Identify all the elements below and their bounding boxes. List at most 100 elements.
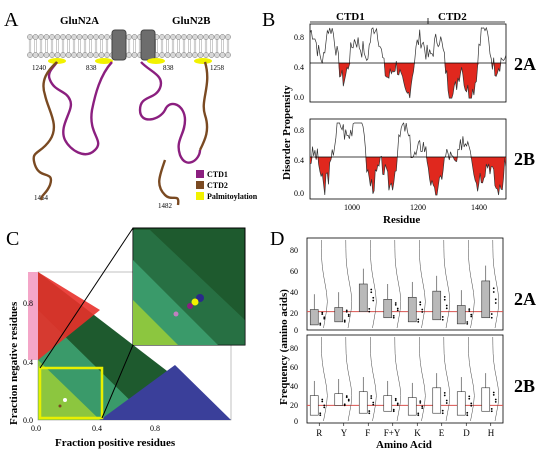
data-point xyxy=(445,399,448,402)
lipid-head xyxy=(60,52,66,58)
lipid-head xyxy=(43,52,50,58)
xtick: 1000 xyxy=(344,203,360,212)
region-r4-positive xyxy=(100,365,231,420)
data-point xyxy=(347,313,350,316)
ytick: 0.8 xyxy=(23,299,33,308)
lipid-head xyxy=(164,34,171,40)
data-point xyxy=(492,287,495,290)
lipid-head xyxy=(32,52,39,58)
lipid-head xyxy=(98,34,105,40)
data-point xyxy=(58,404,62,408)
density-curve xyxy=(394,336,402,422)
lipid-head xyxy=(82,34,88,40)
data-point xyxy=(419,303,422,306)
tm-helix-glun2b xyxy=(140,29,156,61)
lipid-head xyxy=(126,34,132,40)
data-point xyxy=(443,391,446,394)
data-point xyxy=(445,307,448,310)
ytick: 0.4 xyxy=(294,156,304,165)
data-point xyxy=(470,402,473,405)
panel-a-letter: A xyxy=(4,9,19,31)
disorder-fill xyxy=(310,157,506,195)
data-point xyxy=(494,398,497,401)
lipid-head xyxy=(65,52,72,58)
density-curve xyxy=(394,239,402,329)
data-point xyxy=(417,318,420,321)
data-point xyxy=(343,319,346,322)
data-point xyxy=(468,397,471,400)
inset-point-glun2a xyxy=(196,294,204,302)
ytick: 0.0 xyxy=(294,189,304,198)
data-point xyxy=(468,310,471,312)
data-point xyxy=(492,393,495,396)
panel-c: C 0.8 0.4 0.0 xyxy=(6,227,246,449)
data-point xyxy=(445,402,448,404)
lipid-head xyxy=(159,52,165,58)
lipid-head xyxy=(159,34,165,40)
box-Y xyxy=(334,393,344,406)
box-F+Y xyxy=(383,395,393,412)
lipid-head xyxy=(27,52,33,58)
box-R xyxy=(309,309,319,326)
ytick: 60 xyxy=(290,267,298,276)
density-curve xyxy=(321,336,328,422)
region-r1 xyxy=(38,360,100,420)
data-point xyxy=(419,301,422,304)
lipid-bilayer xyxy=(27,34,231,58)
xtick: 0.0 xyxy=(31,424,41,433)
lipid-head xyxy=(93,52,99,58)
data-point xyxy=(443,394,446,397)
data-point xyxy=(347,398,350,401)
panel-a: A GluN2A GluN2B 1240 838 838 1258 1464 1… xyxy=(4,9,258,210)
glun2a-ctd1-chain xyxy=(47,61,113,156)
ytick: 40 xyxy=(290,382,298,391)
data-point xyxy=(392,408,395,411)
inset-light xyxy=(133,300,178,345)
data-point xyxy=(421,311,424,313)
data-point xyxy=(319,323,322,326)
residue-marker: 1240 xyxy=(32,64,47,72)
density-curve xyxy=(370,239,377,329)
data-point xyxy=(323,404,326,407)
category-label-K: K xyxy=(414,428,421,438)
data-point xyxy=(370,288,373,291)
box-F xyxy=(358,391,368,414)
data-point xyxy=(396,402,399,405)
data-point xyxy=(392,314,395,317)
region-pink xyxy=(28,272,38,360)
x-axis-label: Fraction positive residues xyxy=(55,437,176,449)
box-D xyxy=(456,305,466,325)
data-point xyxy=(394,397,397,400)
lipid-head xyxy=(71,34,77,40)
lipid-head xyxy=(175,52,182,58)
panel-c-letter: C xyxy=(6,228,19,250)
category-label-E: E xyxy=(439,428,445,438)
legend-swatch-palmitoylation xyxy=(196,192,204,200)
lipid-head xyxy=(54,34,61,40)
data-point xyxy=(490,408,493,410)
lipid-head xyxy=(27,34,33,40)
disorder-fill xyxy=(310,63,506,99)
data-point xyxy=(441,412,444,415)
data-point xyxy=(370,291,373,294)
lipid-head xyxy=(104,34,110,40)
xtick: 1400 xyxy=(471,203,487,212)
lipid-head xyxy=(170,52,176,58)
data-point xyxy=(370,397,373,400)
lipid-head xyxy=(219,34,226,40)
x-axis-label: Amino Acid xyxy=(376,439,432,451)
data-point xyxy=(466,414,469,417)
lipid-head xyxy=(225,34,231,40)
data-point xyxy=(441,318,444,321)
data-point xyxy=(417,412,420,415)
data-point xyxy=(417,414,420,417)
box-Y xyxy=(334,307,344,323)
lipid-head xyxy=(225,52,231,58)
data-point xyxy=(345,309,348,312)
lipid-head xyxy=(93,34,99,40)
data-point xyxy=(494,400,497,403)
box-R xyxy=(309,395,319,416)
disorder-line xyxy=(309,26,507,99)
density-curve xyxy=(443,336,451,422)
